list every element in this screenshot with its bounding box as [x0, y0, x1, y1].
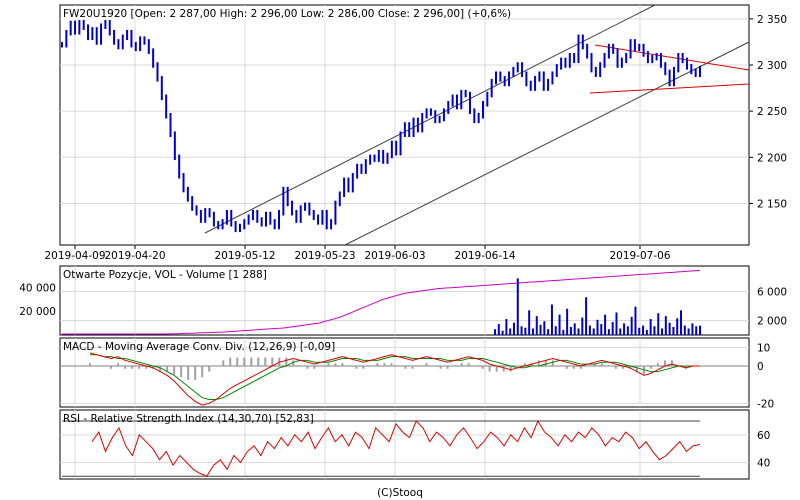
price-x-tick-label: 2019-06-03 — [364, 250, 425, 262]
rsi-panel-title: RSI - Relative Strength Index (14,30,70)… — [63, 413, 314, 425]
macd-line — [89, 352, 700, 406]
price-y-tick-label: 2 150 — [757, 198, 787, 210]
macd-signal-line — [90, 354, 700, 400]
channel-upper-line — [204, 4, 656, 234]
rsi-line — [91, 419, 701, 477]
footer-copyright: (C)Stooq — [377, 487, 423, 499]
macd-y-axis: -20 0 10 — [757, 342, 774, 410]
price-panel-title: FW20U1920 [Open: 2 287,00 High: 2 296,00… — [63, 8, 511, 20]
price-y-tick-label: 2 200 — [757, 152, 787, 164]
price-x-tick-label: 2019-04-09 — [44, 250, 105, 262]
volume-panel: 20 000 40 000 2 000 6 000 Otwarte Pozycje, … — [19, 265, 787, 336]
price-x-tick-label: 2019-05-23 — [294, 250, 355, 262]
volume-left-tick-label: 20 000 — [19, 306, 56, 318]
macd-panel-title: MACD - Moving Average Conv. Div. (12,26,… — [63, 341, 335, 353]
price-x-tick-label: 2019-06-14 — [454, 250, 515, 262]
rsi-series — [62, 419, 701, 477]
macd-tick-label: 0 — [757, 361, 764, 373]
volume-bars — [62, 269, 701, 335]
rsi-tick-label: 40 — [757, 457, 770, 469]
price-x-tick-label: 2019-04-20 — [104, 250, 165, 262]
macd-panel: -20 0 10 MACD - Moving Average Conv. Div. … — [59, 337, 774, 410]
price-x-tick-label: 2019-05-12 — [214, 250, 275, 262]
price-y-axis: 2 150 2 200 2 250 2 300 2 350 — [749, 14, 787, 210]
price-y-tick-label: 2 350 — [757, 14, 787, 26]
volume-left-tick-label: 40 000 — [19, 282, 56, 294]
volume-panel-frame — [59, 265, 750, 336]
volume-panel-title: Otwarte Pozycje, VOL - Volume [1 288] — [63, 269, 267, 281]
macd-tick-label: -20 — [757, 398, 774, 410]
open-interest-line — [62, 269, 701, 335]
macd-series — [60, 352, 749, 406]
volume-right-tick-label: 6 000 — [757, 286, 787, 298]
triangle-upper-line — [594, 44, 750, 71]
price-y-tick-label: 2 250 — [757, 106, 787, 118]
rsi-tick-label: 60 — [757, 430, 770, 442]
macd-grid — [60, 338, 749, 407]
price-series — [61, 4, 750, 246]
triangle-lower-line — [589, 83, 750, 94]
rsi-panel: 40 60 RSI - Relative Strength Index (14,3… — [59, 409, 770, 480]
volume-axes: 20 000 40 000 2 000 6 000 — [19, 282, 787, 327]
rsi-y-axis: 40 60 — [757, 430, 770, 470]
price-x-tick-label: 2019-07-06 — [609, 250, 670, 262]
price-y-tick-label: 2 300 — [757, 60, 787, 72]
channel-lower-line — [344, 41, 750, 246]
macd-tick-label: 10 — [757, 342, 770, 354]
volume-right-tick-label: 2 000 — [757, 315, 787, 327]
volume-grid — [60, 266, 749, 335]
